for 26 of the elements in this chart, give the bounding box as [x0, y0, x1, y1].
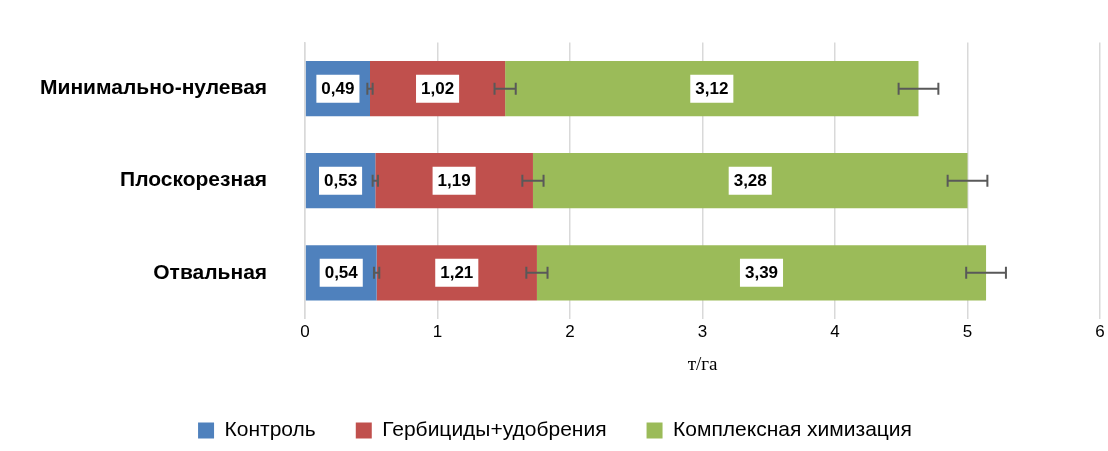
data-label: 1,02: [421, 79, 455, 99]
data-label: 1,21: [440, 263, 474, 283]
data-label: 3,12: [695, 79, 729, 99]
x-axis-title: т/га: [687, 352, 719, 374]
bar: [536, 245, 987, 301]
legend-label: Гербициды+удобрения: [382, 417, 607, 441]
y-tick-label: Отвальная: [153, 259, 268, 283]
bar: [532, 153, 968, 209]
data-label: 0,54: [324, 263, 359, 283]
x-tick-label: 2: [565, 321, 575, 341]
data-label: 3,39: [744, 263, 779, 283]
x-tick-label: 1: [432, 321, 443, 341]
legend-label: Контроль: [224, 417, 316, 441]
data-label: 0,49: [321, 79, 355, 99]
legend-label: Комплексная химизация: [673, 417, 912, 441]
data-label: 1,19: [437, 171, 471, 191]
y-tick-label: Минимально-нулевая: [39, 75, 268, 99]
x-tick-label: 6: [1095, 321, 1105, 341]
x-tick-label: 3: [697, 321, 708, 341]
x-tick-label: 4: [830, 321, 840, 341]
x-tick-label: 0: [300, 321, 310, 341]
y-tick-label: Плоскорезная: [120, 167, 268, 191]
bar: [505, 61, 919, 117]
data-label: 0,53: [324, 171, 358, 191]
data-label: 3,28: [733, 171, 767, 191]
x-tick-label: 5: [962, 321, 973, 341]
